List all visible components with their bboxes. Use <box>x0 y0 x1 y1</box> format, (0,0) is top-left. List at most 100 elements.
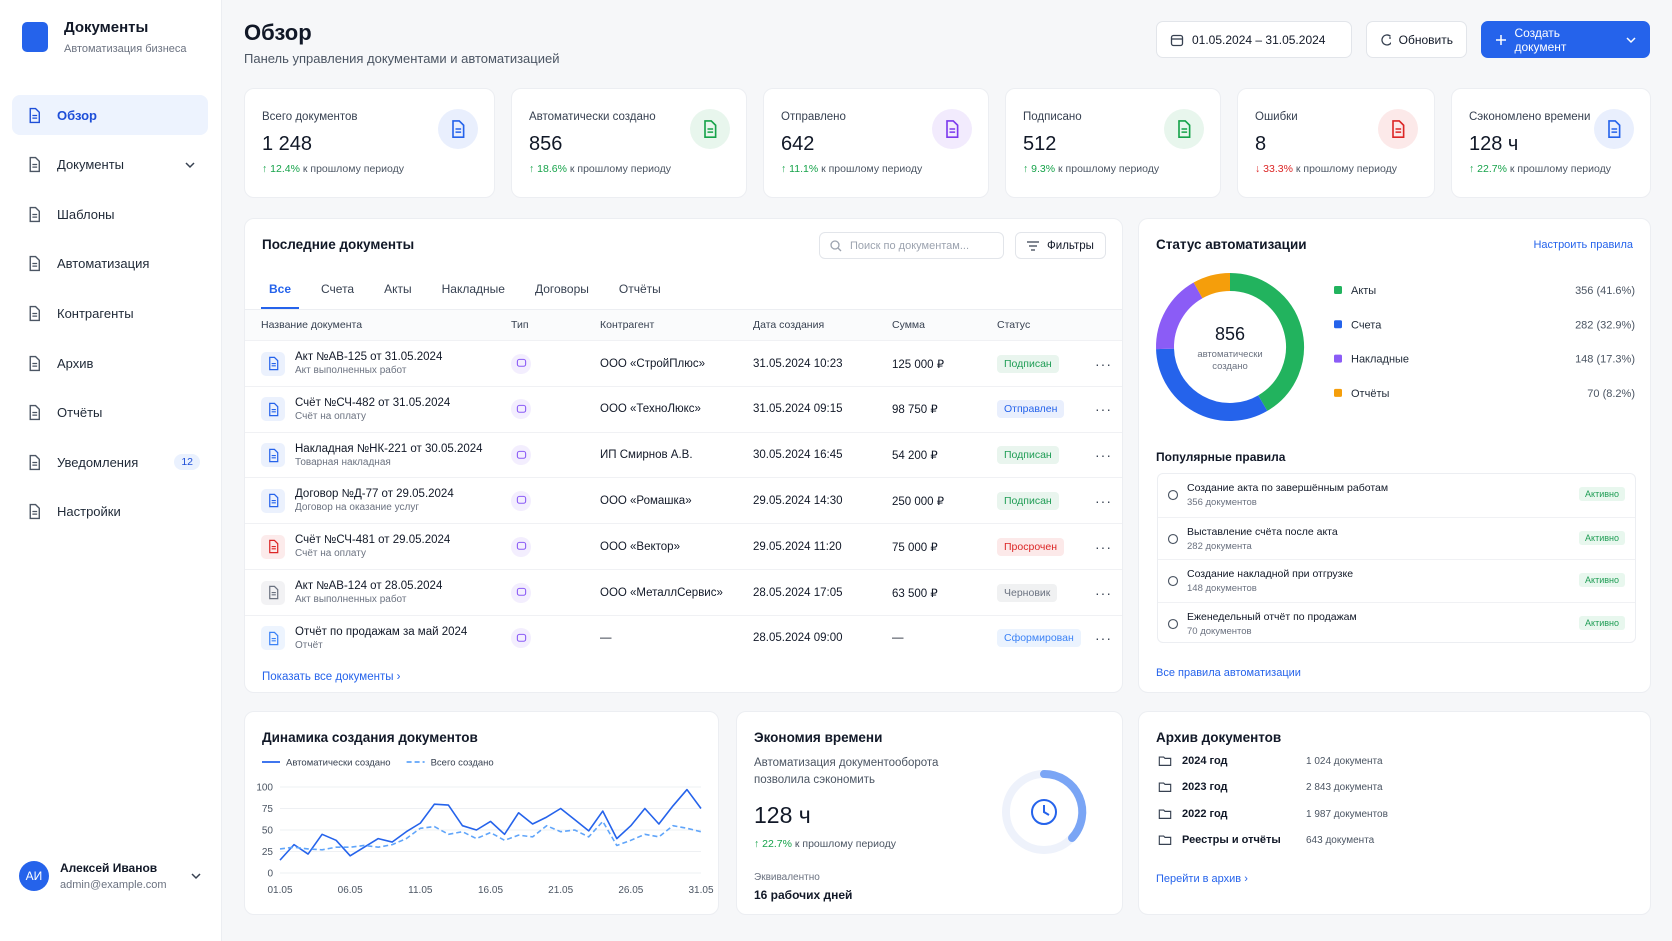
card-title: Экономия времени <box>754 730 883 745</box>
row-menu[interactable]: ··· <box>1095 355 1112 372</box>
kpi-value: 8 <box>1255 133 1267 155</box>
legend-label: Отчёты <box>1351 388 1389 400</box>
kpi-change-text: к прошлому периоду <box>1295 163 1397 175</box>
table-row[interactable]: Накладная №НК-221 от 30.05.2024 Товарная … <box>245 431 1122 478</box>
all-rules-link[interactable]: Все правила автоматизации <box>1156 667 1301 679</box>
legend-swatch <box>1334 354 1342 363</box>
tab[interactable]: Все <box>261 273 300 309</box>
counterparty: ООО «СтройПлюс» <box>600 357 705 370</box>
nav-item[interactable]: Автоматизация <box>12 244 208 284</box>
table-row[interactable]: Акт №АВ-124 от 28.05.2024 Акт выполненных… <box>245 569 1122 615</box>
kpi-change-text: к прошлому периоду <box>302 163 404 175</box>
filters-label: Фильтры <box>1047 239 1094 252</box>
x-tick-label: 11.05 <box>408 885 433 896</box>
archive-row[interactable]: 2022 год 1 987 документов <box>1139 806 1650 826</box>
type-glyph <box>516 633 526 642</box>
row-menu[interactable]: ··· <box>1095 401 1112 418</box>
nav-item[interactable]: Контрагенты <box>12 293 208 333</box>
nav-item[interactable]: Обзор <box>12 95 208 135</box>
kpi-change-number: 18.6% <box>537 163 567 175</box>
row-menu[interactable]: ··· <box>1095 447 1112 464</box>
rules-list: Создание акта по завершённым работам 356 … <box>1157 473 1636 643</box>
rule-item[interactable]: Создание акта по завершённым работам 356 … <box>1158 474 1635 517</box>
avatar[interactable]: АИ <box>19 861 49 891</box>
card-title: Архив документов <box>1156 730 1282 745</box>
configure-link[interactable]: Настроить правила <box>1533 239 1633 251</box>
nav-item[interactable]: Документы <box>12 145 208 185</box>
kpi-change-text: к прошлому периоду <box>821 163 923 175</box>
filters-button[interactable]: Фильтры <box>1015 232 1106 259</box>
tab[interactable]: Акты <box>384 282 412 296</box>
rule-count: 282 документа <box>1187 540 1252 552</box>
archive-count: 1 987 документов <box>1306 808 1388 820</box>
type-badge <box>511 582 531 603</box>
show-all-label[interactable]: Показать все документы <box>262 671 394 683</box>
date-picker[interactable]: 01.05.2024 – 31.05.2024 <box>1156 21 1352 58</box>
doc-glyph <box>268 539 278 554</box>
type-glyph <box>516 450 526 459</box>
kpi-label: Всего документов <box>262 111 358 123</box>
archive-row[interactable]: 2023 год 2 843 документа <box>1139 779 1650 799</box>
rule-icon <box>1167 575 1179 587</box>
table-row[interactable]: Счёт №СЧ-481 от 29.05.2024 Счёт на оплату… <box>245 523 1122 569</box>
nav-item[interactable]: Архив <box>12 343 208 383</box>
nav-item[interactable]: Уведомления 12 <box>12 442 208 482</box>
user-chevron[interactable] <box>190 871 202 881</box>
tab[interactable]: Счета <box>321 282 355 296</box>
name-cell: Отчёт по продажам за май 2024 Отчёт <box>261 626 511 651</box>
doc-name: Договор №Д-77 от 29.05.2024 <box>295 488 454 501</box>
kpi-change-value: ↓ 33.3% <box>1255 163 1293 175</box>
doc-desc: Акт выполненных работ <box>295 594 407 605</box>
row-menu[interactable]: ··· <box>1095 630 1112 647</box>
name-text: Счёт №СЧ-481 от 29.05.2024 Счёт на оплату <box>295 534 450 559</box>
status-pill: Черновик <box>997 583 1058 602</box>
search-box[interactable]: Поиск по документам... <box>819 232 1004 259</box>
table-row[interactable]: Отчёт по продажам за май 2024 Отчёт — 28.05… <box>245 614 1122 661</box>
folder-icon <box>1158 782 1172 793</box>
y-tick-label: 0 <box>267 869 273 880</box>
donut-segment <box>1156 348 1268 421</box>
rule-item[interactable]: Создание накладной при отгрузке 148 докум… <box>1158 559 1635 602</box>
amount: — <box>892 632 904 645</box>
type-badge <box>511 399 531 420</box>
create-button[interactable]: Создать документ <box>1481 21 1650 58</box>
kpi-change-number: 9.3% <box>1031 163 1056 175</box>
created-date: 28.05.2024 17:05 <box>753 586 843 599</box>
rule-item[interactable]: Выставление счёта после акта 282 документ… <box>1158 516 1635 560</box>
kpi-value: 856 <box>529 133 563 155</box>
automation-card: Статус автоматизации Настроить правила А… <box>1138 218 1651 693</box>
row-menu[interactable]: ··· <box>1095 584 1112 601</box>
tab[interactable]: Отчёты <box>618 282 661 296</box>
table-row[interactable]: Акт №АВ-125 от 31.05.2024 Акт выполненных… <box>245 340 1122 386</box>
archive-name: 2024 год <box>1182 755 1228 767</box>
nav-item[interactable]: Настройки <box>12 492 208 532</box>
search-icon <box>830 239 842 251</box>
archive-link[interactable]: Перейти в архив › <box>1156 873 1248 885</box>
archive-row[interactable]: 2024 год 1 024 документа <box>1139 753 1650 773</box>
refresh-button[interactable]: Обновить <box>1366 21 1467 58</box>
table-row[interactable]: Счёт №СЧ-482 от 31.05.2024 Счёт на оплату… <box>245 385 1122 432</box>
show-all-link[interactable]: Показать все документы › <box>262 671 401 683</box>
archive-row[interactable]: Реестры и отчёты 643 документа <box>1139 832 1650 852</box>
y-tick-label: 100 <box>256 783 273 794</box>
kpi-change: ↑ 12.4% к прошлому периоду <box>262 163 404 175</box>
doc-glyph <box>268 356 278 371</box>
tab[interactable]: Накладные <box>441 282 505 296</box>
column-header: Контрагент <box>600 319 655 331</box>
donut-center-label: автоматически создано <box>1197 349 1263 372</box>
nav-item[interactable]: Шаблоны <box>12 194 208 234</box>
row-menu[interactable]: ··· <box>1095 492 1112 509</box>
row-menu[interactable]: ··· <box>1095 538 1112 555</box>
savings-ring <box>1002 769 1087 854</box>
doc-glyph <box>268 448 278 462</box>
status-cell: Подписан <box>997 446 1095 465</box>
tab[interactable]: Договоры <box>534 282 589 296</box>
kpi-label: Сэкономлено времени <box>1469 111 1591 123</box>
archive-link-label[interactable]: Перейти в архив <box>1156 873 1242 885</box>
table-row[interactable]: Договор №Д-77 от 29.05.2024 Договор на ок… <box>245 477 1122 523</box>
recent-documents-card: Последние документы Поиск по документам.… <box>244 218 1123 693</box>
kpi-icon-glyph <box>1608 120 1621 138</box>
rule-item[interactable]: Еженедельный отчёт по продажам 70 докумен… <box>1158 601 1635 645</box>
nav-item[interactable]: Отчёты <box>12 393 208 433</box>
